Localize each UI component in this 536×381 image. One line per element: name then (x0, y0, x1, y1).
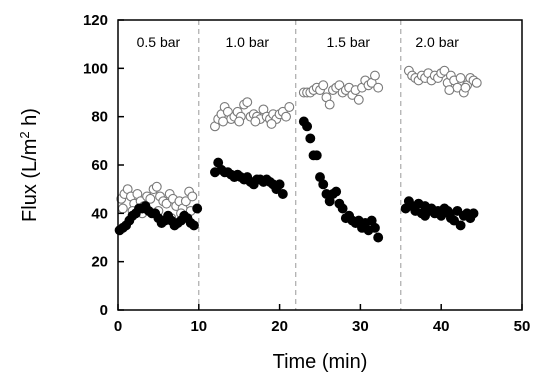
data-point-open (151, 181, 162, 192)
data-point-filled (369, 222, 380, 233)
data-point-open (353, 94, 364, 105)
data-point-open (117, 203, 128, 214)
data-point-filled (277, 189, 288, 199)
x-tick-label: 50 (514, 318, 531, 335)
y-tick-label: 80 (91, 109, 108, 126)
y-axis-title-main: Flux (L/m (19, 139, 41, 222)
data-point-filled (274, 179, 285, 190)
data-point-open (460, 82, 471, 93)
y-tick-label: 100 (83, 60, 108, 77)
data-point-open (284, 102, 295, 112)
plot-frame (117, 19, 523, 311)
data-point-filled (455, 220, 466, 231)
data-point-filled (189, 220, 199, 231)
data-point-open (234, 116, 245, 127)
pressure-label: 2.0 bar (415, 34, 459, 50)
data-point-filled (305, 133, 316, 144)
data-point-filled (192, 203, 203, 214)
y-tick-label: 120 (83, 12, 108, 29)
data-point-filled (468, 208, 479, 219)
x-tick-label: 0 (114, 318, 122, 335)
x-tick-label: 20 (271, 318, 288, 335)
pressure-label: 1.0 bar (225, 34, 269, 50)
x-tick-label: 30 (352, 318, 369, 335)
y-tick-label: 20 (91, 254, 108, 271)
data-point-filled (449, 215, 460, 226)
data-point-open (242, 97, 253, 108)
data-point-filled (420, 210, 430, 221)
y-tick-label: 0 (100, 302, 108, 319)
axes: 0 10 20 30 40 50 0 20 40 60 80 100 120 (83, 12, 530, 335)
data-point-open (145, 193, 156, 204)
data-points (114, 65, 482, 243)
y-axis-title-superscript: 2 (17, 131, 32, 138)
data-point-open (250, 116, 261, 127)
data-point-open (324, 99, 335, 110)
data-point-open (161, 198, 172, 209)
y-tick-label: 60 (91, 157, 108, 174)
data-point-filled (311, 150, 322, 161)
data-point-open (318, 80, 329, 91)
pressure-stage-dividers (198, 20, 402, 310)
y-axis-title: Flux (L/m2 h) (17, 108, 41, 222)
data-point-open (187, 191, 198, 202)
data-point-open (369, 70, 380, 81)
data-point-open (471, 77, 482, 88)
pressure-label: 0.5 bar (137, 34, 181, 50)
data-point-open (266, 118, 277, 129)
data-point-filled (337, 203, 348, 214)
pressure-annotations: 0.5 bar 1.0 bar 1.5 bar 2.0 bar (137, 34, 460, 50)
data-point-open (180, 196, 191, 207)
data-point-open (281, 111, 292, 122)
data-point-filled (318, 179, 329, 190)
y-tick-label: 40 (91, 205, 108, 222)
x-tick-label: 10 (190, 318, 207, 335)
data-point-open (373, 82, 384, 93)
data-point-open (444, 85, 455, 96)
x-tick-label: 40 (433, 318, 450, 335)
data-point-filled (444, 208, 455, 219)
data-point-open (218, 116, 228, 127)
data-point-filled (331, 186, 342, 197)
data-point-open (439, 65, 450, 76)
data-point-filled (373, 232, 384, 243)
pressure-label: 1.5 bar (326, 34, 370, 50)
data-point-filled (302, 121, 313, 132)
x-axis-title: Time (min) (273, 351, 368, 373)
data-point-open (455, 73, 466, 83)
y-axis-title-tail: h) (19, 108, 41, 131)
